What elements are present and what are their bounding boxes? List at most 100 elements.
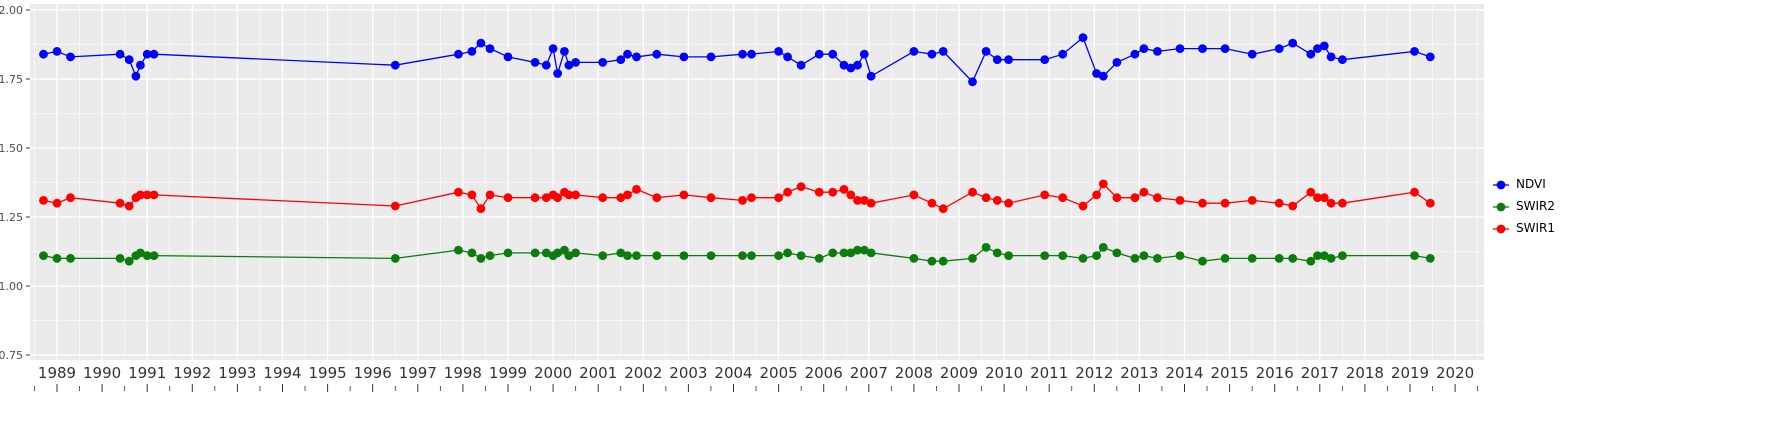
data-point — [136, 190, 145, 200]
data-point — [747, 251, 756, 260]
legend-key-SWIR1-icon — [1493, 224, 1509, 233]
legend-item-SWIR2: SWIR2 — [1492, 198, 1555, 215]
legend-item-NDVI: NDVI — [1492, 176, 1555, 193]
data-point — [1130, 254, 1140, 263]
data-point — [1130, 193, 1140, 203]
data-point — [1338, 251, 1347, 260]
data-point — [814, 254, 824, 263]
data-point — [1092, 251, 1101, 260]
data-point — [1306, 187, 1316, 197]
data-point — [927, 256, 937, 266]
data-point — [1112, 193, 1122, 203]
data-point — [846, 190, 856, 200]
data-point — [1040, 55, 1050, 65]
data-point — [390, 201, 400, 211]
data-point — [467, 248, 477, 258]
data-point — [1326, 198, 1336, 208]
data-point — [706, 193, 716, 203]
data-point — [66, 254, 75, 263]
data-point — [981, 193, 991, 203]
data-point — [1153, 47, 1162, 56]
x-tick-label: 2019 — [1391, 364, 1429, 382]
data-point — [503, 193, 513, 203]
data-point — [828, 49, 838, 59]
data-point — [866, 71, 876, 81]
data-point — [149, 251, 159, 260]
data-point — [1410, 187, 1419, 197]
data-point — [52, 254, 62, 263]
data-point — [454, 245, 463, 255]
data-point — [981, 47, 991, 56]
x-tick-label: 2000 — [534, 364, 572, 382]
data-point — [1326, 52, 1336, 62]
data-point — [853, 196, 862, 205]
data-point — [938, 256, 948, 266]
x-tick-label: 2005 — [760, 364, 798, 382]
data-point — [1175, 196, 1185, 205]
x-tick-label: 2003 — [669, 364, 707, 382]
data-point — [530, 58, 540, 67]
data-point — [839, 248, 849, 258]
data-point — [467, 47, 477, 56]
data-point — [124, 201, 134, 211]
data-point — [1098, 71, 1108, 81]
legend-label: NDVI — [1516, 177, 1546, 191]
x-tick-label: 2010 — [985, 364, 1023, 382]
data-point — [1306, 256, 1316, 266]
series-line-SWIR2 — [43, 246, 1431, 262]
x-tick-label: 2009 — [940, 364, 978, 382]
data-point — [1198, 44, 1207, 53]
plot-panel — [30, 4, 1484, 360]
data-point — [1313, 193, 1322, 203]
data-point — [1153, 193, 1162, 203]
x-tick-label: 1989 — [38, 364, 76, 382]
data-point — [530, 193, 540, 203]
data-point — [1220, 44, 1230, 53]
data-point — [142, 251, 152, 260]
data-point — [1288, 38, 1298, 48]
data-point — [485, 44, 495, 53]
data-point — [1247, 254, 1257, 263]
data-point — [115, 49, 125, 59]
data-point — [598, 58, 608, 67]
data-point — [39, 251, 48, 260]
data-point — [968, 187, 977, 197]
data-point — [548, 44, 558, 53]
legend-label: SWIR2 — [1516, 199, 1555, 213]
data-point — [454, 187, 463, 197]
data-point — [136, 60, 145, 70]
data-point — [115, 254, 125, 263]
data-point — [747, 193, 756, 203]
x-tick-label: 2007 — [850, 364, 888, 382]
data-point — [1338, 55, 1347, 65]
data-point — [390, 60, 400, 70]
x-tick-label: 1996 — [354, 364, 392, 382]
data-point — [679, 190, 689, 200]
data-point — [485, 251, 495, 260]
data-point — [52, 198, 62, 208]
data-point — [981, 243, 991, 252]
y-tick-label: 2.00 — [0, 4, 23, 17]
data-point — [467, 190, 477, 200]
data-point — [1078, 254, 1088, 263]
data-point — [909, 190, 919, 200]
y-tick-label: 1.75 — [0, 73, 23, 86]
x-tick-label: 2015 — [1211, 364, 1249, 382]
data-point — [1078, 33, 1088, 42]
data-point — [571, 58, 580, 67]
series-line-NDVI — [43, 36, 1431, 83]
minor-gridlines — [30, 4, 1484, 360]
data-point — [1425, 52, 1435, 62]
data-point — [796, 251, 806, 260]
data-point — [1319, 251, 1329, 260]
data-point — [149, 49, 159, 59]
data-point — [783, 187, 792, 197]
data-point — [1220, 254, 1230, 263]
data-point — [115, 198, 125, 208]
data-point — [1098, 243, 1108, 252]
data-point — [503, 248, 513, 258]
x-tick-label: 2020 — [1436, 364, 1474, 382]
data-point — [571, 190, 580, 200]
